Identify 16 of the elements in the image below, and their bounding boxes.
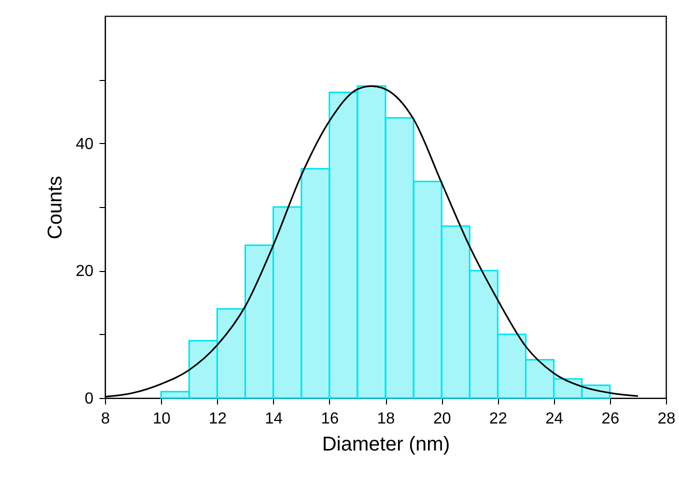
x-tick-label: 24	[545, 410, 564, 428]
x-tick-label: 26	[602, 410, 620, 428]
x-tick-label: 10	[152, 410, 171, 428]
x-tick-label: 18	[377, 410, 395, 428]
y-tick-label: 40	[76, 136, 94, 153]
x-tick-label: 20	[433, 410, 452, 428]
x-tick-label: 14	[264, 410, 283, 428]
y-axis-title: Counts	[44, 176, 67, 240]
x-tick-label: 8	[101, 410, 110, 428]
x-axis-title: Diameter (nm)	[322, 434, 450, 456]
x-tick-label: 22	[489, 410, 508, 428]
x-tick-label: 16	[321, 410, 339, 428]
y-tick-label: 20	[76, 263, 94, 280]
x-tick-label: 28	[658, 410, 676, 428]
x-tick-label: 12	[208, 410, 227, 428]
y-tick-label: 0	[84, 390, 94, 408]
